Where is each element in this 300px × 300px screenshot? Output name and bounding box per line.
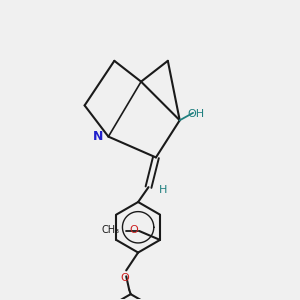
Text: O: O: [120, 273, 129, 283]
Text: O: O: [129, 224, 138, 235]
Text: CH₃: CH₃: [102, 224, 120, 235]
Text: OH: OH: [188, 109, 205, 119]
Text: H: H: [159, 185, 168, 195]
Text: N: N: [93, 130, 103, 143]
